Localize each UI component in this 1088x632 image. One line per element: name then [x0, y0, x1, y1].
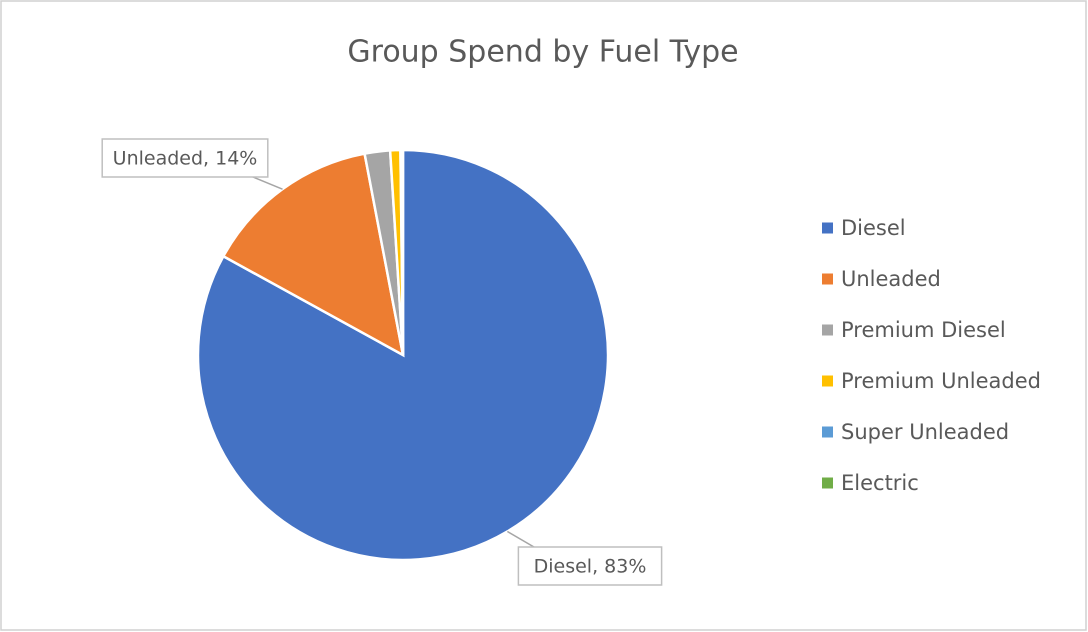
legend-label: Premium Diesel [841, 318, 1006, 342]
legend-swatch [822, 324, 833, 336]
chart-title: Group Spend by Fuel Type [347, 35, 738, 70]
data-label: Unleaded, 14% [113, 148, 258, 170]
legend-swatch [822, 273, 833, 285]
legend-swatch [822, 426, 833, 438]
legend-label: Unleaded [841, 267, 941, 291]
legend-label: Diesel [841, 216, 906, 240]
data-label-box [517, 546, 663, 586]
data-label-box [101, 138, 269, 178]
data-label: Diesel, 83% [534, 556, 647, 578]
legend-swatch [822, 222, 833, 234]
legend-label: Super Unleaded [841, 420, 1009, 444]
legend-swatch [822, 477, 833, 489]
legend-label: Electric [841, 471, 919, 495]
legend-swatch [822, 375, 833, 387]
pie-slice [400, 148, 405, 356]
legend-label: Premium Unleaded [841, 369, 1041, 393]
